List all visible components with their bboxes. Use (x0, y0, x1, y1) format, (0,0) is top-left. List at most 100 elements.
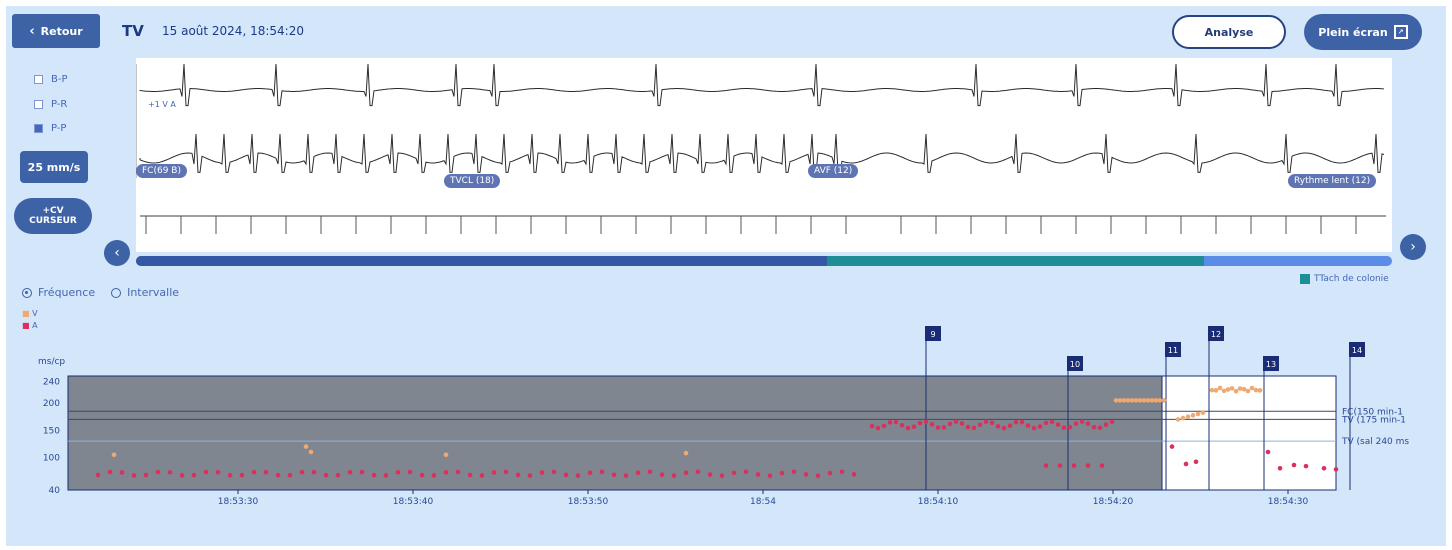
lead-item-0[interactable]: B-P (34, 74, 68, 85)
data-point (851, 472, 857, 477)
radio-frequency[interactable] (22, 287, 32, 298)
heart-rate-chart[interactable]: FC(150 min-1TV (175 min-1 TV (sal 240 ms 4… (6, 316, 1446, 544)
back-label: Retour (40, 24, 83, 38)
data-point (1061, 425, 1067, 431)
event-tag-4[interactable]: Rythme lent (12) (1288, 174, 1377, 188)
data-point (431, 473, 437, 478)
data-point (1183, 461, 1189, 467)
chevron-left-icon: ‹ (29, 23, 35, 39)
legend-v: ■ V (22, 309, 38, 318)
lead-label: P-R (51, 99, 68, 110)
data-point (731, 470, 737, 476)
speed-button[interactable]: 25 mm/s (20, 151, 88, 183)
data-point (1097, 425, 1103, 431)
data-point (899, 422, 905, 428)
data-point (779, 470, 785, 476)
timeline-progress[interactable] (136, 256, 1392, 266)
event-marker-label: 13 (1266, 360, 1276, 369)
data-point (491, 470, 497, 475)
data-point (587, 470, 593, 475)
data-point (1025, 423, 1031, 428)
radio-interval[interactable] (111, 287, 122, 298)
cursor-label-top: +CV (42, 206, 64, 216)
y-tick-label: 200 (43, 399, 60, 409)
cursor-label-bottom: CURSEUR (29, 216, 77, 226)
checkbox-icon (34, 100, 43, 109)
scroll-left-button[interactable]: ‹ (104, 240, 130, 266)
data-point (791, 469, 797, 474)
chart-legend: ■ V ■ A (22, 308, 38, 332)
data-point (227, 473, 233, 478)
event-marker-label: 12 (1211, 330, 1221, 339)
data-point (527, 473, 533, 478)
data-point (1153, 398, 1159, 403)
data-point (647, 469, 653, 475)
data-point (947, 421, 953, 427)
data-point (1161, 398, 1167, 403)
data-point (743, 469, 749, 474)
event-tag-2[interactable]: TVCL (18) (444, 174, 501, 188)
data-point (1103, 422, 1109, 427)
scroll-right-button[interactable]: › (1400, 234, 1426, 260)
data-point (419, 472, 425, 478)
page-title: TV (122, 22, 144, 40)
data-point (671, 473, 677, 478)
data-point (1175, 417, 1181, 422)
analyse-button[interactable]: Analyse (1172, 15, 1286, 49)
data-point (875, 425, 881, 431)
data-point (455, 469, 461, 475)
data-point (371, 472, 377, 478)
y-axis-label: ms/cp (38, 357, 65, 367)
data-point (1213, 388, 1219, 393)
progress-legend-label: TTach de colonie (1314, 274, 1389, 284)
analyse-label: Analyse (1204, 25, 1254, 39)
x-tick-label: 18:54:10 (918, 497, 959, 507)
event-marker-box (1165, 342, 1181, 357)
ecg-trace (139, 133, 1385, 173)
lead-item-1[interactable]: P-R (34, 99, 67, 110)
data-point (719, 473, 725, 479)
event-marker-box (925, 326, 941, 341)
data-point (1321, 465, 1327, 471)
checkbox-icon (34, 124, 43, 133)
data-point (1133, 398, 1139, 403)
data-point (395, 470, 401, 475)
data-point (1249, 385, 1255, 391)
data-point (1007, 423, 1013, 429)
lead-item-2[interactable]: P-P (34, 123, 66, 134)
checkbox-icon (34, 75, 43, 84)
data-point (1169, 444, 1175, 449)
data-point (1193, 459, 1199, 465)
data-point (575, 473, 581, 478)
data-point (1141, 398, 1147, 403)
data-point (1185, 414, 1191, 420)
data-point (803, 472, 809, 477)
back-button[interactable]: ‹ Retour (12, 14, 100, 48)
data-point (215, 469, 221, 475)
data-point (995, 424, 1001, 429)
event-marker-label: 14 (1352, 346, 1362, 355)
data-point (1241, 386, 1247, 392)
data-point (1113, 398, 1119, 403)
data-point (1001, 425, 1007, 431)
data-point (107, 469, 113, 475)
data-point (623, 473, 629, 478)
data-point (1225, 387, 1231, 392)
data-point (1055, 422, 1061, 427)
data-point (551, 469, 557, 475)
legend-a: ■ A (22, 321, 38, 330)
fullscreen-button[interactable]: Plein écran ↗ (1304, 14, 1422, 50)
event-marker-box (1349, 342, 1365, 357)
data-point (263, 469, 269, 475)
data-point (1125, 398, 1131, 403)
data-point (467, 472, 473, 478)
data-point (965, 424, 971, 430)
data-point (953, 419, 959, 424)
event-tag-3[interactable]: AVF (12) (808, 164, 859, 178)
reference-line-label: FC(150 min-1 (1342, 407, 1403, 417)
cursor-button[interactable]: +CV CURSEUR (14, 198, 92, 234)
event-tag-1[interactable]: FC(69 B) (136, 164, 187, 178)
event-marker-box (1208, 326, 1224, 341)
data-point (119, 470, 125, 475)
ecg-strip-panel[interactable]: +1 V A FC(69 B) TVCL (18) AVF (12) Rythm… (135, 58, 1392, 252)
